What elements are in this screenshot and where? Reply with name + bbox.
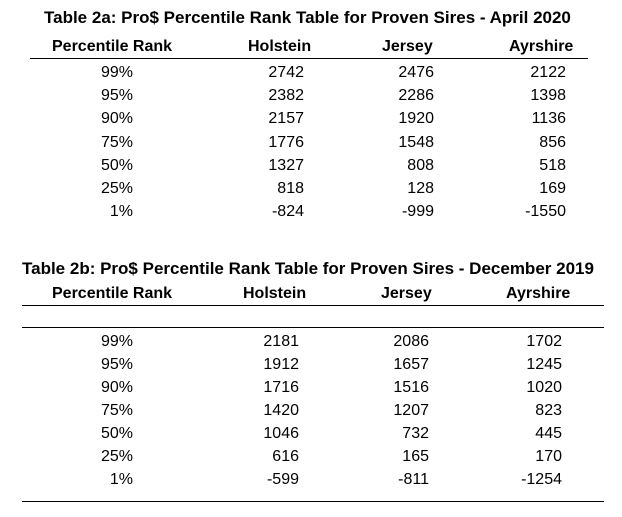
percentile-cell: 75% [100, 402, 133, 419]
value-cell: 808 [407, 156, 434, 174]
value-cell: 170 [535, 448, 562, 465]
column-header: Ayrshire [509, 38, 574, 55]
header-rule [22, 305, 604, 306]
value-cell: 1136 [531, 110, 566, 128]
value-cell: 2122 [530, 64, 566, 81]
percentile-cell: 75% [100, 133, 133, 151]
value-cell: -824 [271, 203, 304, 221]
percentile-cell: 25% [100, 448, 133, 465]
value-cell: 169 [539, 180, 566, 197]
percentile-cell: 90% [100, 379, 133, 396]
value-cell: 1420 [263, 402, 299, 419]
column-header: Jersey [382, 38, 433, 55]
value-cell: 1912 [263, 356, 299, 373]
value-cell: 616 [272, 448, 299, 465]
value-cell: 2286 [398, 87, 434, 105]
value-cell: 1716 [263, 379, 299, 396]
value-cell: 818 [277, 180, 304, 197]
table-title: Table 2a: Pro$ Percentile Rank Table for… [44, 8, 571, 27]
value-cell: 1516 [393, 379, 429, 396]
value-cell: 1548 [398, 133, 434, 151]
percentile-cell: 95% [100, 356, 133, 373]
percentile-cell: 99% [100, 64, 133, 81]
header-rule [30, 58, 588, 59]
value-cell: 2157 [268, 110, 304, 128]
column-header: Percentile Rank [52, 285, 173, 302]
spacer-rule [22, 327, 604, 328]
percentile-cell: 99% [100, 333, 133, 350]
percentile-cell: 1% [109, 471, 133, 488]
value-cell: 1702 [526, 333, 562, 350]
percentile-cell: 90% [100, 110, 133, 128]
value-cell: 2742 [268, 64, 304, 81]
value-cell: 128 [407, 180, 434, 197]
value-cell: 445 [535, 425, 562, 442]
column-header: Percentile Rank [52, 38, 173, 55]
value-cell: 823 [535, 402, 562, 419]
value-cell: 2476 [398, 64, 434, 81]
value-cell: 1657 [393, 356, 429, 373]
percentile-cell: 1% [109, 203, 133, 221]
table-title: Table 2b: Pro$ Percentile Rank Table for… [22, 259, 594, 278]
bottom-rule [22, 501, 604, 502]
value-cell: -1550 [525, 203, 566, 221]
value-cell: -1254 [521, 471, 562, 488]
value-cell: 1920 [398, 110, 434, 128]
value-cell: 1207 [393, 402, 429, 419]
value-cell: -599 [266, 471, 299, 488]
column-header: Ayrshire [506, 285, 571, 302]
column-header: Holstein [243, 285, 307, 302]
value-cell: 1398 [530, 87, 566, 105]
value-cell: 2382 [268, 87, 304, 105]
value-cell: 2181 [263, 333, 299, 350]
value-cell: 1776 [268, 133, 304, 151]
value-cell: 856 [539, 133, 566, 151]
value-cell: 1327 [268, 156, 304, 174]
column-header: Holstein [248, 38, 312, 55]
percentile-cell: 50% [100, 425, 133, 442]
column-header: Jersey [381, 285, 432, 302]
percentile-cell: 95% [100, 87, 133, 105]
value-cell: 1245 [526, 356, 562, 373]
value-cell: 518 [539, 156, 566, 174]
value-cell: 2086 [393, 333, 429, 350]
percentile-cell: 50% [100, 156, 133, 174]
value-cell: -811 [398, 471, 429, 488]
value-cell: 732 [402, 425, 429, 442]
value-cell: -999 [401, 203, 434, 221]
value-cell: 1046 [263, 425, 299, 442]
value-cell: 165 [402, 448, 429, 465]
percentile-cell: 25% [100, 180, 133, 197]
value-cell: 1020 [526, 379, 562, 396]
